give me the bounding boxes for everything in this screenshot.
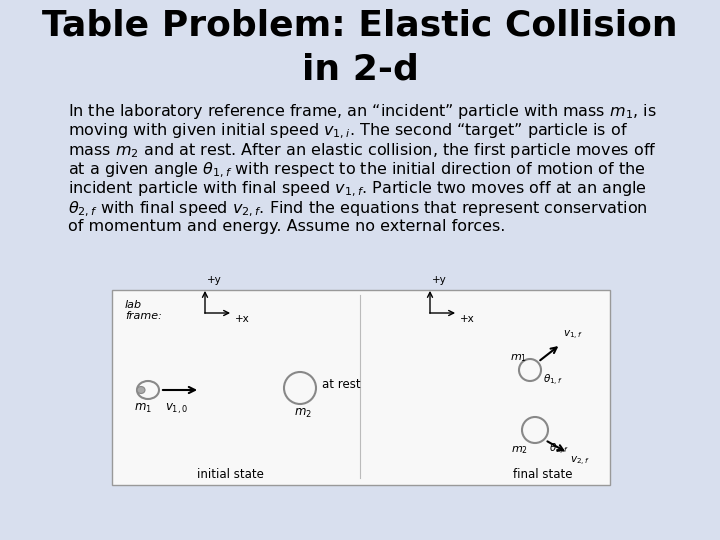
Text: $v_{1,f}$: $v_{1,f}$ [562,329,582,342]
Text: at rest: at rest [322,377,361,390]
Text: Table Problem: Elastic Collision: Table Problem: Elastic Collision [42,8,678,42]
Text: in 2-d: in 2-d [302,52,418,86]
Text: +x: +x [235,314,250,324]
Text: +x: +x [460,314,474,324]
Text: moving with given initial speed $v_{1,i}$. The second “target” particle is of: moving with given initial speed $v_{1,i}… [68,122,628,141]
Text: +y: +y [207,275,222,285]
Text: incident particle with final speed $v_{1,f}$. Particle two moves off at an angle: incident particle with final speed $v_{1… [68,180,647,199]
Text: $\theta_{1,f}$: $\theta_{1,f}$ [543,373,563,388]
Text: $m_2$: $m_2$ [511,444,528,456]
Text: initial state: initial state [197,468,264,481]
Text: lab: lab [125,300,142,310]
Text: $m_1$: $m_1$ [510,352,527,364]
Text: at a given angle $\theta_{1,f}$ with respect to the initial direction of motion : at a given angle $\theta_{1,f}$ with res… [68,160,645,180]
Text: mass $m_2$ and at rest. After an elastic collision, the first particle moves off: mass $m_2$ and at rest. After an elastic… [68,141,657,160]
Text: frame:: frame: [125,311,162,321]
Text: $m_2$: $m_2$ [294,407,312,420]
Text: $\theta_{2,f}$ with final speed $v_{2,f}$. Find the equations that represent con: $\theta_{2,f}$ with final speed $v_{2,f}… [68,199,648,219]
Text: $m_1$: $m_1$ [134,402,152,415]
Text: $\theta_{2,f}$: $\theta_{2,f}$ [549,442,570,457]
Ellipse shape [137,387,145,394]
Text: $v_{2,f}$: $v_{2,f}$ [570,455,590,468]
Text: final state: final state [513,468,572,481]
Text: of momentum and energy. Assume no external forces.: of momentum and energy. Assume no extern… [68,219,505,234]
Bar [112,290,610,485]
Text: $v_{1,0}$: $v_{1,0}$ [165,402,188,416]
Text: +y: +y [432,275,446,285]
Text: In the laboratory reference frame, an “incident” particle with mass $m_1$, is: In the laboratory reference frame, an “i… [68,102,657,121]
